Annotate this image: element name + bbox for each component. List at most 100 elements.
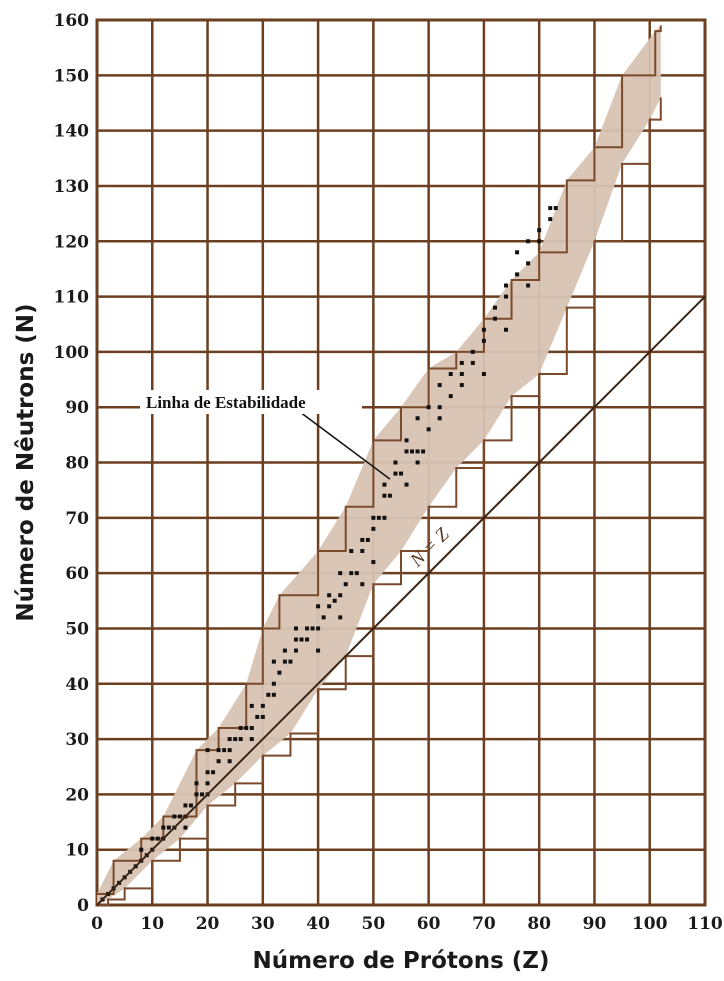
nuclide-point-94 [382,482,387,487]
annotation-background [140,390,362,414]
nuclide-point-43 [338,593,343,598]
nuclide-point-109 [548,206,553,211]
x-tick-label-20: 20 [196,914,220,934]
nuclide-point-45 [349,571,354,576]
nuclide-point-28 [255,714,260,719]
nuclide-point-73 [161,825,166,830]
tick-labels: 0 10 20 30 40 50 60 70 80 90 100 110 0 10 20 30 40 50 60 70… [54,11,723,934]
nuclide-point-39 [316,626,321,631]
y-tick-label-120: 120 [54,232,90,252]
nuclide-point-33 [282,659,287,664]
nuclide-point-12 [166,825,171,830]
nuclide-point-91 [349,549,354,553]
y-tick-label-40: 40 [65,675,89,695]
nuclide-point-63 [470,360,475,365]
nuclide-point-60 [437,416,442,421]
y-tick-label-90: 90 [65,398,89,418]
nuclide-point-111 [183,825,188,830]
y-axis-title: Número de Nêutrons (N) [13,303,39,621]
nuclide-point-103 [481,338,486,343]
nuclide-point-98 [426,405,431,410]
n-equals-z-line-group [96,295,706,906]
nuclide-point-88 [316,604,321,609]
nuclide-point-83 [260,703,265,708]
nuclide-point-46 [354,571,359,576]
nuclide-point-118 [338,615,343,620]
nuclide-point-115 [271,692,276,697]
nuclide-point-44 [343,582,348,587]
nuclide-point-41 [327,604,332,609]
nuclide-point-56 [410,449,415,454]
x-tick-label-50: 50 [362,914,386,934]
nuclide-point-65 [492,316,497,321]
nuclide-point-76 [194,781,199,786]
nuclide-point-84 [271,659,276,664]
nuclide-point-24 [233,737,238,742]
y-tick-label-150: 150 [54,66,90,86]
nuclide-point-123 [415,460,420,465]
nuclide-point-77 [205,770,210,775]
nuclide-point-117 [316,648,321,653]
nuclide-point-74 [172,814,177,819]
y-tick-label-50: 50 [65,619,89,639]
nuclide-point-14 [177,814,182,819]
nuclide-point-121 [382,515,387,520]
nuclide-point-101 [459,360,464,365]
x-tick-label-10: 10 [140,914,164,934]
nuclide-point-34 [288,659,293,664]
nuclide-point-61 [448,394,453,399]
nuclide-point-32 [277,670,282,675]
nuclide-point-71 [553,206,558,211]
x-tick-label-40: 40 [306,914,330,934]
nuclide-point-92 [360,537,365,542]
nuclide-point-36 [299,637,304,642]
y-tick-label-30: 30 [65,730,89,750]
nuclide-point-102 [470,349,475,354]
nuclide-point-82 [249,703,254,708]
nuclide-point-97 [415,416,420,421]
nuclide-point-112 [205,781,210,786]
x-tick-label-60: 60 [417,914,441,934]
nuclide-point-29 [260,714,265,719]
nuclide-point-23 [227,748,232,753]
nuclide-point-27 [249,737,254,742]
x-tick-label-100: 100 [632,914,668,934]
y-tick-label-70: 70 [65,509,89,529]
x-tick-label-80: 80 [527,914,551,934]
nuclide-point-81 [238,726,243,730]
nuclide-point-21 [216,759,221,764]
nuclide-point-87 [305,637,310,642]
annotation-stability-line: Linha de Estabilidade [146,393,306,412]
n-equals-z-line [96,295,706,906]
y-tick-label-60: 60 [65,564,89,584]
nuclide-point-54 [399,471,403,476]
nuclide-point-68 [526,261,531,266]
nuclide-point-93 [371,515,376,520]
nuclide-point-59 [426,427,431,432]
y-tick-label-10: 10 [65,841,89,861]
nuclide-point-89 [327,593,332,598]
nuclide-point-66 [504,294,509,299]
nuclide-point-55 [404,449,409,454]
nuclide-point-95 [393,460,398,465]
y-tick-label-130: 130 [54,177,90,197]
nuclide-point-110 [139,847,144,852]
nuclide-point-38 [310,626,315,631]
nuclide-point-113 [227,759,232,764]
nuclide-point-108 [537,228,542,233]
nuclide-point-75 [183,803,188,808]
nuclide-point-70 [548,217,553,222]
nuclide-point-119 [360,582,365,587]
nuclide-point-114 [249,726,254,730]
nuclide-point-48 [365,537,370,542]
nuclide-point-42 [332,598,337,603]
y-tick-label-110: 110 [54,288,90,308]
nuclide-point-47 [360,549,365,553]
nuclide-point-128 [526,283,531,288]
x-tick-label-110: 110 [687,914,723,934]
nuclide-point-85 [282,648,287,653]
y-tick-label-140: 140 [54,122,90,142]
nuclide-point-120 [371,560,376,565]
y-tick-label-100: 100 [54,343,90,363]
nuclide-point-16 [188,803,193,808]
